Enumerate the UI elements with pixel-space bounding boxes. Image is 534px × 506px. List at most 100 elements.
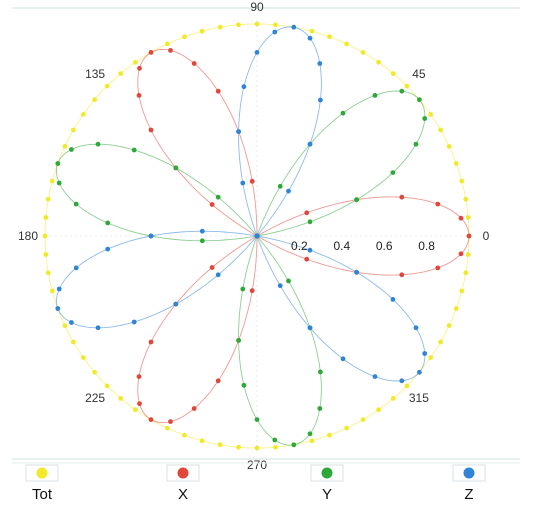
legend-label: Y bbox=[322, 486, 332, 503]
data-point bbox=[55, 306, 61, 311]
data-point bbox=[376, 407, 381, 413]
series-z bbox=[55, 24, 428, 384]
data-point bbox=[92, 369, 97, 375]
data-point bbox=[417, 97, 422, 103]
data-point bbox=[49, 288, 55, 294]
radius-tick-label: 0.6 bbox=[376, 239, 393, 253]
data-point bbox=[286, 278, 291, 284]
series-layer bbox=[42, 21, 472, 451]
data-point bbox=[340, 110, 346, 116]
data-point bbox=[438, 127, 443, 133]
data-point bbox=[277, 183, 283, 189]
data-point bbox=[131, 319, 137, 325]
data-point bbox=[254, 50, 260, 55]
data-point bbox=[191, 406, 197, 411]
data-point bbox=[168, 48, 173, 53]
data-point bbox=[73, 201, 79, 207]
data-point bbox=[62, 323, 68, 328]
data-point bbox=[291, 24, 297, 30]
series-y bbox=[55, 88, 428, 448]
data-point bbox=[307, 247, 313, 253]
data-point bbox=[168, 419, 173, 424]
data-point bbox=[136, 93, 142, 98]
data-point bbox=[182, 34, 187, 40]
data-point bbox=[199, 28, 205, 34]
series-x-line bbox=[137, 48, 470, 424]
data-point bbox=[209, 265, 215, 270]
data-point bbox=[428, 112, 434, 117]
data-point bbox=[165, 41, 170, 47]
data-point bbox=[148, 339, 154, 345]
legend-item-tot: Tot bbox=[25, 464, 59, 503]
data-point bbox=[307, 141, 313, 147]
radius-tick-label: 0.2 bbox=[291, 239, 308, 253]
data-point bbox=[404, 383, 410, 389]
data-point bbox=[459, 288, 465, 294]
data-point bbox=[277, 283, 283, 289]
data-point bbox=[80, 112, 86, 117]
data-point bbox=[465, 215, 471, 220]
legend-label: Z bbox=[464, 486, 473, 503]
data-point bbox=[413, 325, 419, 331]
data-point bbox=[148, 417, 154, 422]
data-point bbox=[118, 71, 124, 76]
radius-tick-label: 0.8 bbox=[418, 239, 435, 253]
data-point bbox=[104, 83, 110, 89]
data-point bbox=[240, 286, 246, 292]
data-point bbox=[273, 22, 278, 28]
series-y-line bbox=[56, 90, 426, 446]
data-point bbox=[318, 369, 323, 375]
data-point bbox=[148, 50, 154, 55]
legend: Tot X Y Z bbox=[12, 462, 520, 503]
data-point bbox=[148, 233, 154, 239]
data-point bbox=[446, 144, 452, 149]
legend-item-y: Y bbox=[310, 464, 344, 503]
data-point bbox=[272, 437, 278, 443]
data-point bbox=[376, 59, 381, 65]
angle-tick-label: 90 bbox=[250, 0, 264, 14]
data-point bbox=[304, 210, 310, 216]
data-point bbox=[291, 442, 297, 448]
data-point bbox=[404, 83, 410, 89]
data-point bbox=[272, 29, 278, 35]
data-point bbox=[390, 170, 396, 176]
legend-marker bbox=[321, 467, 333, 479]
data-point bbox=[254, 417, 260, 422]
data-point bbox=[215, 272, 221, 278]
data-point bbox=[165, 425, 170, 431]
data-point bbox=[360, 417, 366, 422]
data-point bbox=[327, 432, 332, 438]
data-point bbox=[43, 252, 49, 257]
data-point bbox=[95, 325, 101, 331]
data-point bbox=[69, 320, 74, 325]
data-point bbox=[240, 180, 246, 186]
data-point bbox=[133, 407, 138, 413]
data-point bbox=[453, 161, 459, 166]
data-point bbox=[304, 256, 310, 262]
data-point bbox=[390, 71, 396, 76]
data-point bbox=[360, 50, 366, 55]
data-point bbox=[307, 219, 313, 225]
data-point bbox=[249, 178, 255, 184]
legend-marker bbox=[177, 467, 189, 479]
data-point bbox=[56, 286, 62, 292]
legend-label: Tot bbox=[32, 486, 53, 503]
data-point bbox=[45, 196, 51, 202]
angle-tick-label: 45 bbox=[412, 67, 426, 81]
data-point bbox=[80, 355, 86, 360]
data-point bbox=[215, 378, 221, 384]
radius-labels: 0.2 0.4 0.6 0.8 bbox=[291, 239, 435, 253]
data-point bbox=[344, 425, 349, 431]
data-point bbox=[148, 127, 154, 133]
data-point bbox=[56, 180, 62, 186]
data-point bbox=[318, 97, 323, 103]
data-point bbox=[390, 297, 396, 302]
data-point bbox=[465, 252, 471, 257]
data-point bbox=[42, 233, 48, 239]
data-point bbox=[236, 129, 242, 135]
data-point bbox=[327, 34, 332, 40]
data-point bbox=[286, 188, 291, 194]
data-point bbox=[133, 59, 138, 65]
data-point bbox=[372, 374, 378, 379]
